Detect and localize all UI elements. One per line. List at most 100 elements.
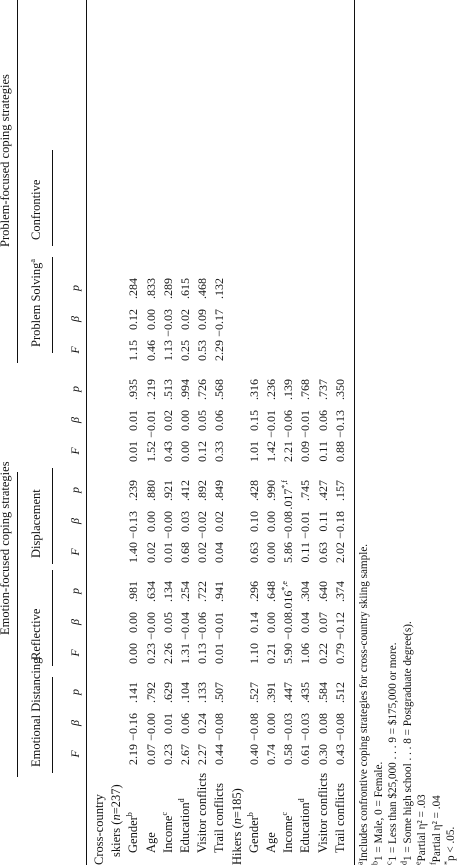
- subgroup-rule-0: [52, 677, 53, 773]
- row-label: Age: [144, 832, 159, 853]
- table-cell: .289: [160, 278, 175, 299]
- row-label: Trail conflicts: [333, 783, 348, 853]
- table-cell: .722: [195, 581, 210, 602]
- subgroup-rule-3: [52, 257, 53, 353]
- footnote-text: Partial η² = .03: [416, 794, 428, 862]
- table-cell: .892: [195, 480, 210, 501]
- footnote: ePartial η² = .03: [413, 794, 428, 865]
- table-cell: .849: [212, 480, 227, 501]
- table-cell: .726: [195, 379, 210, 400]
- footnote: d1 = Some high school . . . 8 = Postgrad…: [399, 621, 414, 865]
- subgroup-header-reflective: Reflective: [29, 609, 44, 660]
- table-cell: .428: [246, 480, 261, 501]
- section-sample-size: Hikers (n=185): [230, 788, 245, 865]
- row-label-text: Income: [160, 815, 175, 853]
- table-cell: .141: [126, 682, 141, 703]
- table-cell: .219: [143, 379, 158, 400]
- table-cell: .350: [332, 379, 347, 400]
- table-cell: .412: [178, 480, 192, 501]
- footnote: *p < .05.: [442, 826, 457, 865]
- footnote-marker: e: [413, 861, 423, 865]
- column-header-f: F: [68, 750, 82, 758]
- row-label-text: Trail conflicts: [332, 782, 347, 853]
- column-header-f: F: [68, 346, 82, 354]
- column-header-f: F: [68, 447, 82, 455]
- table-cell: .880: [143, 480, 158, 501]
- footnote-marker: c: [159, 811, 169, 816]
- footnote: c1 = Less than $25,000 . . . 9 = $175,00…: [384, 642, 399, 865]
- cell-value: .017: [281, 488, 296, 510]
- group-rule-problem: [17, 0, 18, 363]
- table-cell: .648: [264, 581, 278, 602]
- table-cell: .284: [126, 278, 141, 299]
- table-cell: .134: [160, 581, 175, 602]
- row-label-text: Age: [264, 832, 278, 853]
- subgroup-header-displacement: Displacement: [29, 489, 44, 558]
- section-title-part: n: [109, 814, 124, 821]
- table-cell: .139: [281, 379, 296, 400]
- row-label-text: Gender: [246, 816, 261, 853]
- table-cell: .921: [160, 480, 175, 501]
- footnote: fPartial η² = .04: [428, 795, 443, 865]
- footnote-text: p < .05.: [445, 826, 457, 861]
- footnote-marker: d: [297, 798, 307, 803]
- subgroup-label: Reflective: [29, 608, 43, 660]
- table-cell: .833: [143, 278, 158, 299]
- subgroup-rule-2: [52, 468, 53, 564]
- table-cell: .507: [212, 682, 227, 703]
- column-header-p: p: [68, 487, 82, 493]
- table-cell: .391: [264, 682, 278, 703]
- footnote-marker: b: [245, 812, 255, 817]
- table-cell: .629: [160, 682, 175, 703]
- table-cell: .447: [281, 682, 296, 703]
- row-label-text: Income: [281, 815, 296, 853]
- table-cell: .768: [298, 379, 313, 400]
- row-label: Age: [264, 832, 279, 853]
- column-header-p: p: [68, 386, 82, 392]
- column-header-beta: β: [68, 417, 82, 423]
- row-label-text: Age: [143, 832, 158, 853]
- row-label: Educationd: [177, 798, 193, 853]
- section-title-part: Hikers (: [229, 824, 244, 865]
- subgroup-rule-4: [52, 150, 53, 246]
- table-cell: .513: [160, 379, 175, 400]
- column-header-beta: β: [68, 316, 82, 322]
- table-cell: .157: [332, 480, 347, 501]
- table-cell: .239: [126, 480, 141, 501]
- column-header-p: p: [68, 588, 82, 594]
- footnote-marker: c: [280, 811, 290, 816]
- footnote-text: 1 = Male, 0 = Female.: [372, 761, 385, 861]
- cell-value: .016: [281, 590, 296, 612]
- column-header-beta: β: [68, 720, 82, 726]
- row-label: Genderb: [125, 812, 141, 853]
- footnote-text: 1 = Some high school . . . 8 = Postgradu…: [401, 621, 414, 861]
- column-header-beta: β: [68, 518, 82, 524]
- group-header-problem: Problem-focused coping strategies: [0, 74, 12, 247]
- table-cell: .104: [178, 682, 192, 703]
- table-cell: .468: [195, 278, 210, 299]
- row-label: Trail conflicts: [212, 783, 227, 853]
- subgroup-header-problem-solving: Problem Solvinga: [27, 259, 44, 347]
- table-cell: .304: [298, 581, 313, 602]
- table-cell: .737: [315, 379, 330, 400]
- table-cell: .941: [212, 581, 227, 602]
- section-title-part: =237): [109, 784, 124, 815]
- table-cell: .745: [298, 480, 313, 501]
- group-rule-emotion: [17, 472, 18, 777]
- group-header-emotion: Emotion-focused coping strategies: [0, 461, 12, 635]
- table-cell: .427: [315, 480, 330, 501]
- table-cell: .512: [332, 682, 347, 703]
- table-cell: .133: [195, 682, 210, 703]
- table-cell: .615: [178, 278, 192, 299]
- table-cell: .435: [298, 682, 313, 703]
- footnote-text: Partial η² = .04: [430, 795, 443, 863]
- footnote: aIncludes confrontive coping strategies …: [355, 544, 370, 865]
- row-label: Genderb: [245, 812, 262, 853]
- footnote-marker: a: [27, 259, 37, 263]
- footnote: b1 = Male, 0 = Female.: [370, 761, 385, 865]
- section-sample-size: skiers (n=237): [109, 784, 124, 857]
- table-cell: .017*,f: [280, 480, 296, 524]
- subgroup-label: Problem Solving: [29, 262, 43, 347]
- footnote-marker: b: [125, 812, 135, 817]
